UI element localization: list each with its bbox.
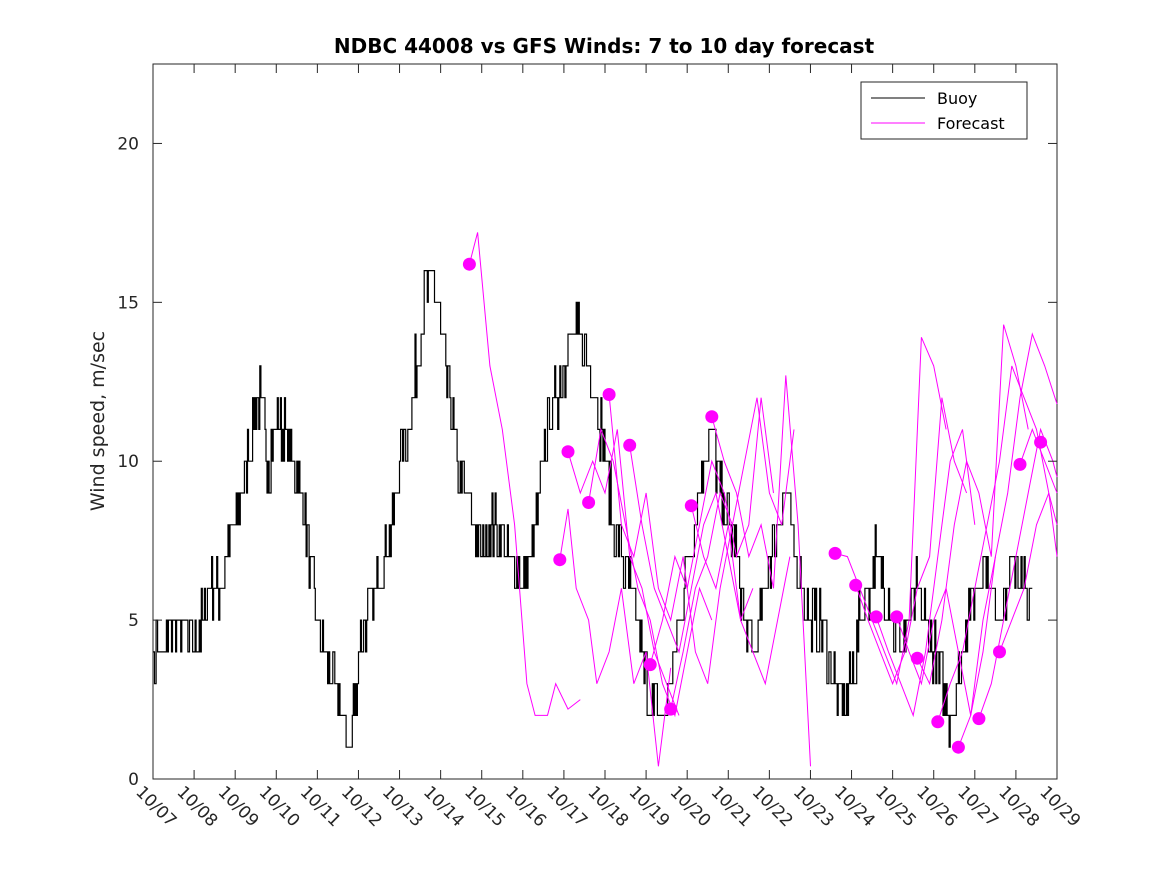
plot-layer <box>153 232 1058 767</box>
forecast-series-line-10 <box>711 375 811 767</box>
forecast-series-line-3 <box>567 429 680 716</box>
forecast-marker-4 <box>582 496 596 509</box>
forecast-marker-8 <box>664 702 678 716</box>
y-tick-label-0: 0 <box>128 770 139 790</box>
legend-box <box>860 81 1028 140</box>
y-axis-label: Wind speed, m/sec <box>87 331 109 511</box>
x-tick-label-11: 10/11 <box>296 782 345 831</box>
forecast-series-line-1 <box>468 232 581 716</box>
x-tick-label-28: 10/28 <box>994 782 1043 831</box>
forecast-series-line-11 <box>834 337 947 686</box>
forecast-series-line-13 <box>875 429 976 718</box>
x-tick-label-9: 10/09 <box>214 782 263 831</box>
x-tick-label-25: 10/25 <box>871 782 920 831</box>
forecast-marker-21 <box>1034 435 1048 449</box>
x-tick-label-23: 10/23 <box>789 782 838 831</box>
forecast-series-line-5 <box>608 394 733 684</box>
forecast-marker-12 <box>849 578 863 592</box>
forecast-marker-15 <box>910 651 924 665</box>
y-tick-label-20: 20 <box>117 134 139 154</box>
legend-forecast-label: Forecast <box>937 114 1005 133</box>
forecast-marker-16 <box>931 715 945 729</box>
x-tick-label-27: 10/27 <box>953 782 1002 831</box>
x-tick-label-19: 10/19 <box>625 782 674 831</box>
x-tick-label-26: 10/26 <box>912 782 961 831</box>
forecast-marker-17 <box>951 740 965 754</box>
forecast-marker-2 <box>553 553 567 567</box>
forecast-marker-5 <box>602 388 616 401</box>
chart-title: NDBC 44008 vs GFS Winds: 7 to 10 day for… <box>334 34 875 58</box>
x-tick-label-17: 10/17 <box>542 782 591 831</box>
forecast-marker-7 <box>643 658 657 672</box>
forecast-marker-9 <box>684 499 698 513</box>
plot-area <box>152 63 1058 780</box>
legend: Buoy Forecast <box>860 81 1028 140</box>
forecast-marker-11 <box>828 546 842 560</box>
x-tick-label-20: 10/20 <box>666 782 715 831</box>
forecast-series-line-19 <box>999 492 1058 653</box>
forecast-marker-6 <box>623 438 637 452</box>
forecast-marker-10 <box>705 410 719 424</box>
forecast-series-line-6 <box>629 445 754 654</box>
x-tick-label-12: 10/12 <box>337 782 386 831</box>
forecast-series-line-4 <box>588 427 713 718</box>
y-tick-label-5: 5 <box>128 611 139 631</box>
x-tick-label-10: 10/10 <box>255 782 304 831</box>
x-tick-label-13: 10/13 <box>378 782 427 831</box>
x-tick-label-7: 10/07 <box>131 782 180 831</box>
forecast-series-line-18 <box>978 427 1058 719</box>
forecast-series-line-15 <box>916 324 1029 686</box>
forecast-marker-20 <box>1013 457 1027 471</box>
forecast-series-line-8 <box>670 397 795 710</box>
x-tick-label-15: 10/15 <box>460 782 509 831</box>
x-tick-label-8: 10/08 <box>173 782 222 831</box>
x-tick-label-16: 10/16 <box>501 782 550 831</box>
forecast-marker-13 <box>869 610 883 624</box>
forecast-marker-14 <box>890 610 904 624</box>
forecast-marker-18 <box>972 712 986 726</box>
forecast-series-line-12 <box>855 397 968 686</box>
y-tick-label-15: 15 <box>117 293 139 313</box>
x-tick-label-22: 10/22 <box>748 782 797 831</box>
forecast-series-line-9 <box>690 505 791 686</box>
forecast-marker-1 <box>462 257 476 271</box>
x-tick-label-21: 10/21 <box>707 782 756 831</box>
x-tick-label-29: 10/29 <box>1035 782 1084 831</box>
x-tick-label-14: 10/14 <box>419 782 468 831</box>
forecast-marker-3 <box>561 445 575 459</box>
forecast-series-line-2 <box>559 508 672 767</box>
x-tick-label-24: 10/24 <box>830 782 879 831</box>
forecast-series-line-7 <box>649 397 774 665</box>
x-tick-label-18: 10/18 <box>583 782 632 831</box>
forecast-marker-19 <box>993 645 1006 659</box>
forecast-series-line-17 <box>957 332 1058 748</box>
buoy-series-line <box>153 270 1033 748</box>
y-tick-label-10: 10 <box>117 452 139 472</box>
legend-buoy-label: Buoy <box>937 89 977 108</box>
